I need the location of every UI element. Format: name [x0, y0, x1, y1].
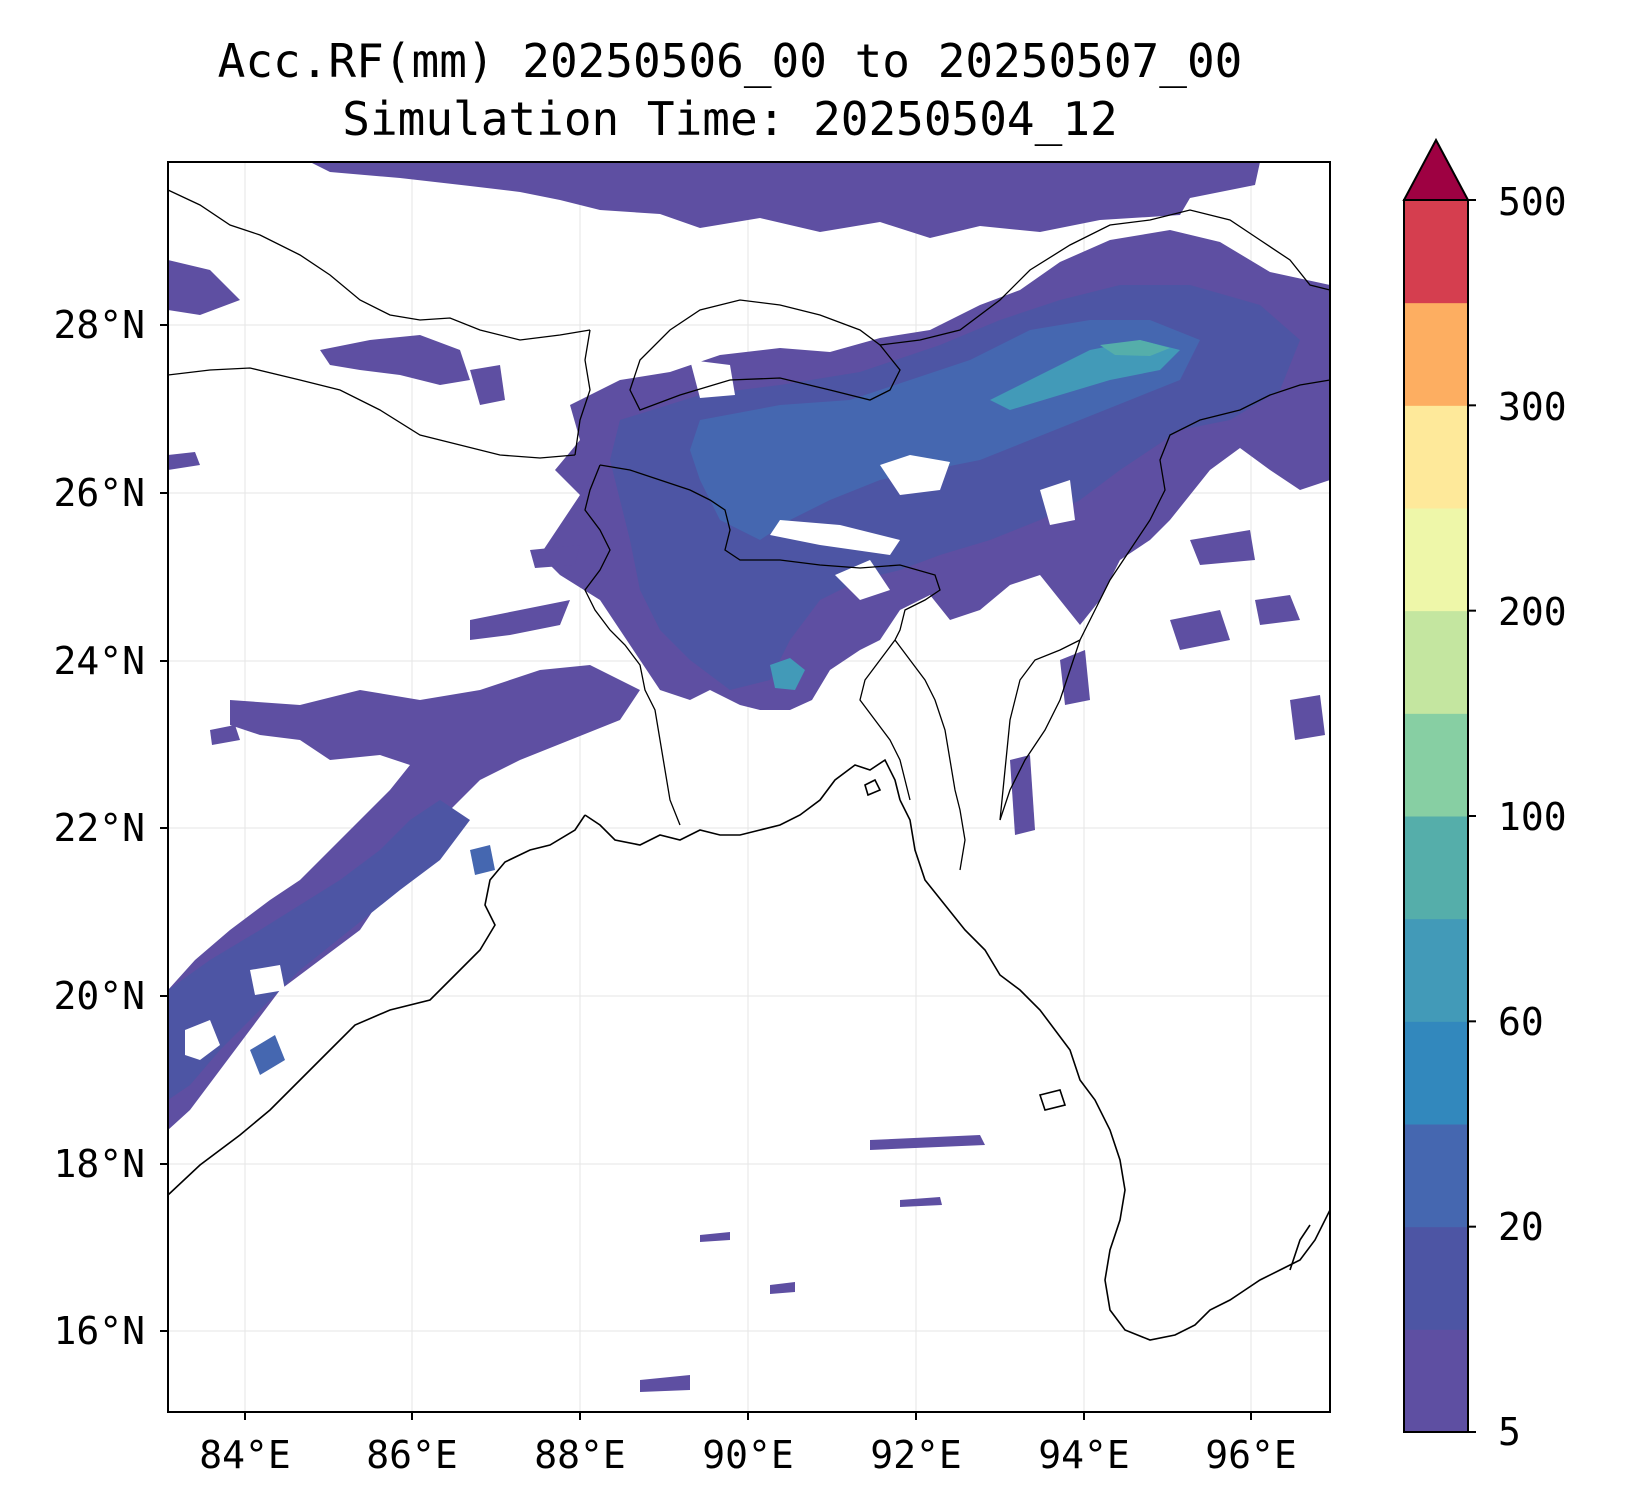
- coastline-myanmar-west: [899, 799, 1330, 1341]
- lon-tick-label: 92°E: [870, 1433, 962, 1477]
- border-bangladesh-north: [599, 464, 941, 641]
- colorbar-segment: [1404, 1021, 1468, 1125]
- lat-tick-label: 16°N: [53, 1309, 145, 1353]
- colorbar-segment: [1404, 610, 1468, 714]
- lon-tick-label: 96°E: [1205, 1433, 1297, 1477]
- map-title: Acc.RF(mm) 20250506_00 to 20250507_00: [217, 34, 1243, 88]
- colorbar-tick-label: 100: [1498, 795, 1567, 839]
- colorbar-tick-label: 20: [1498, 1205, 1544, 1249]
- rain-area-nepal: [320, 335, 470, 385]
- coastline: [168, 758, 1330, 1341]
- axis-ticks: [160, 324, 1252, 1420]
- lon-tick-label: 84°E: [199, 1433, 291, 1477]
- border-tripura: [894, 639, 966, 871]
- rain-area-north-band: [310, 162, 1260, 238]
- border-mizoram: [999, 639, 1081, 821]
- border-nepal-north: [168, 189, 591, 341]
- lat-tick-label: 26°N: [53, 471, 145, 515]
- colorbar-tick-label: 500: [1498, 180, 1567, 224]
- lon-tick-label: 88°E: [534, 1433, 626, 1477]
- colorbar-extend-arrow: [1402, 137, 1470, 201]
- coastline-island2: [864, 778, 882, 797]
- rain-area-india-band: [168, 665, 640, 1130]
- colorbar-segments: [1404, 200, 1468, 1433]
- lat-tick-label: 28°N: [53, 303, 145, 347]
- rainfall-contours: [168, 162, 1330, 1392]
- lat-tick-label: 18°N: [53, 1142, 145, 1186]
- colorbar-segment: [1404, 1226, 1468, 1330]
- colorbar-tick-label: 60: [1498, 1000, 1544, 1044]
- colorbar-segment: [1404, 405, 1468, 509]
- border-bangladesh-west: [584, 464, 681, 826]
- colorbar-segment: [1404, 1329, 1468, 1433]
- border-bangladesh-east: [859, 639, 911, 801]
- rain-area-assam-peak2: [1100, 340, 1170, 356]
- lat-tick-label: 20°N: [53, 974, 145, 1018]
- lon-tick-label: 90°E: [702, 1433, 794, 1477]
- colorbar-segment: [1404, 200, 1468, 304]
- border-china-ne: [879, 209, 1330, 346]
- coastline-andaman-side: [1289, 1224, 1311, 1271]
- border-india-myanmar: [999, 379, 1330, 821]
- country-borders: [168, 189, 1330, 871]
- rain-area-assam-peak: [990, 340, 1180, 410]
- coastline-india-east: [168, 814, 586, 1196]
- lon-tick-label: 94°E: [1038, 1433, 1130, 1477]
- border-sikkim: [574, 329, 591, 456]
- colorbar-tick-label: 5: [1498, 1410, 1521, 1454]
- lat-tick-label: 22°N: [53, 806, 145, 850]
- colorbar: 5 20 60 100 200 300 500: [1402, 137, 1567, 1454]
- lat-tick-label: 24°N: [53, 639, 145, 683]
- border-bhutan: [629, 299, 901, 411]
- coastline-island: [1038, 1089, 1067, 1111]
- colorbar-tick-label: 300: [1498, 385, 1567, 429]
- colorbar-segment: [1404, 1124, 1468, 1228]
- colorbar-tick-label: 200: [1498, 590, 1567, 634]
- colorbar-segment: [1404, 816, 1468, 920]
- lon-tick-label: 86°E: [366, 1433, 458, 1477]
- map-subtitle: Simulation Time: 20250504_12: [342, 92, 1118, 146]
- colorbar-segment: [1404, 713, 1468, 817]
- rain-area-bangladesh-peak: [770, 658, 805, 690]
- colorbar-segment: [1404, 302, 1468, 406]
- colorbar-segment: [1404, 508, 1468, 612]
- rain-area-odisha: [168, 800, 470, 1100]
- coastline-bengal-delta: [584, 758, 901, 846]
- border-nepal-south: [168, 367, 576, 459]
- colorbar-segment: [1404, 918, 1468, 1022]
